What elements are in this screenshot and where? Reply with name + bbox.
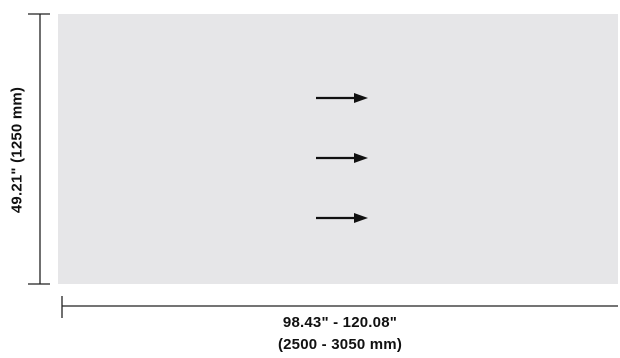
height-dimension-label: 49.21" (1250 mm) bbox=[8, 86, 26, 214]
arrow-right-icon bbox=[316, 153, 368, 163]
arrow-right-icon bbox=[316, 213, 368, 223]
width-dimension-label-imperial: 98.43" - 120.08" bbox=[282, 314, 398, 331]
panel-rectangle bbox=[58, 14, 618, 284]
width-dimension-label-metric: (2500 - 3050 mm) bbox=[277, 336, 403, 353]
arrow-right-icon bbox=[316, 93, 368, 103]
